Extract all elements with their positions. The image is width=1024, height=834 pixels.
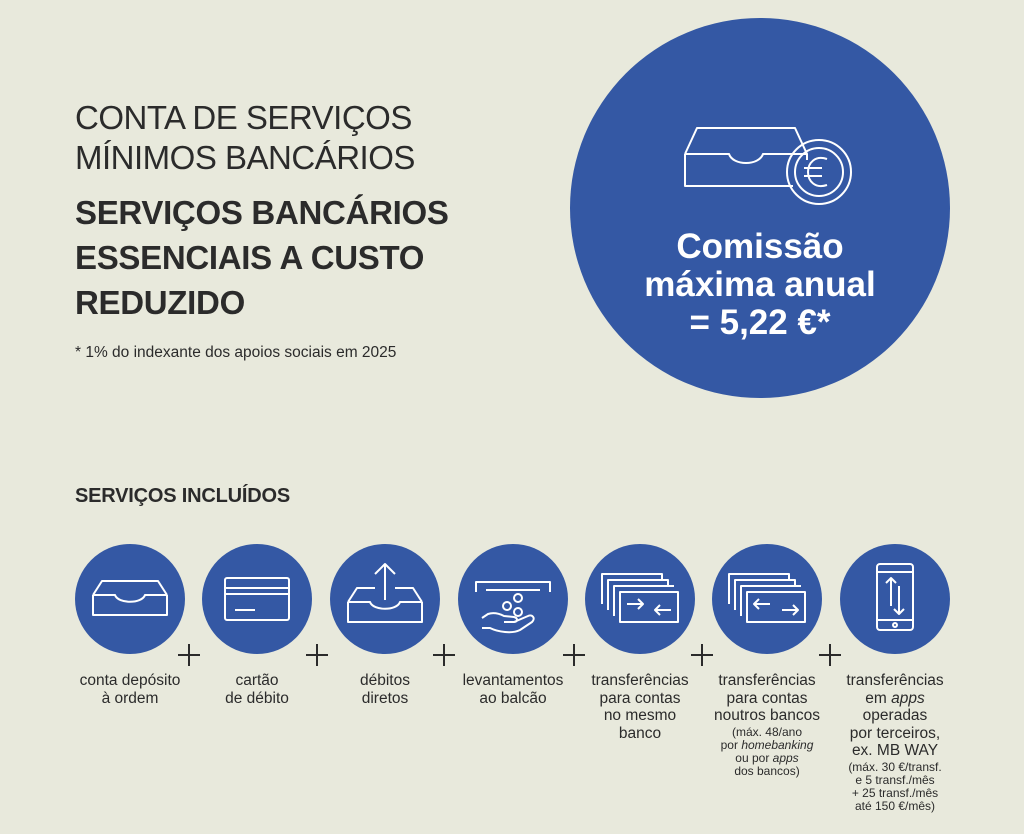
phone-transfer-icon: [876, 563, 914, 631]
note-line: ou por: [735, 750, 773, 765]
label-line: diretos: [361, 689, 409, 707]
fee-circle: Comissão máxima anual = 5,22 €*: [570, 18, 950, 398]
label-text: em: [865, 689, 892, 707]
inbox-tray-icon: [92, 580, 168, 616]
label-line: de débito: [225, 689, 289, 707]
plus-icon: [306, 644, 328, 666]
service-circle-app-transfers: [840, 544, 950, 654]
note-emphasis: apps: [772, 750, 799, 765]
label-line: no mesmo: [603, 707, 677, 724]
label-line: noutros bancos: [714, 707, 820, 724]
label-line: operadas: [862, 707, 928, 724]
note-line: por: [720, 737, 742, 752]
title-line: MÍNIMOS BANCÁRIOS: [75, 139, 415, 176]
label-line: à ordem: [101, 689, 159, 707]
plus-icon: [691, 644, 713, 666]
footnote: * 1% do indexante dos apoios sociais em …: [75, 344, 397, 361]
inbox-euro-icon: [684, 127, 852, 205]
note-line: e 5 transf./mês: [855, 772, 935, 787]
fee-line: máxima anual: [644, 265, 876, 304]
plus-icon: [433, 644, 455, 666]
label-emphasis: apps: [891, 689, 925, 707]
transfer-same-bank-icon: [601, 573, 679, 623]
service-circle-debit-card: [202, 544, 312, 654]
page-subtitle: SERVIÇOS BANCÁRIOS ESSENCIAIS A CUSTO RE…: [75, 190, 449, 325]
service-label-direct-debits: débitos diretos: [320, 672, 450, 707]
label-line: débitos: [360, 672, 410, 689]
service-note: (máx. 48/ano por homebanking ou por apps…: [702, 724, 832, 778]
service-label-other-bank-transfers: transferências para contas noutros banco…: [702, 672, 832, 778]
service-circle-deposit-account: [75, 544, 185, 654]
label-line: cartão: [235, 672, 279, 689]
tray-upload-icon: [347, 563, 423, 623]
service-label-debit-card: cartão de débito: [192, 672, 322, 707]
fee-line: Comissão: [676, 227, 844, 266]
service-circle-counter-withdrawals: [458, 544, 568, 654]
label-line: banco: [618, 724, 662, 742]
label-line: ao balcão: [479, 689, 547, 707]
card-icon: [224, 577, 290, 621]
max-fee-text: Comissão máxima anual = 5,22 €*: [570, 228, 950, 342]
service-label-app-transfers: transferências em apps operadas por terc…: [830, 672, 960, 813]
note-line: (máx. 30 €/transf.: [848, 759, 942, 774]
transfer-other-bank-icon: [728, 573, 806, 623]
label-line: conta depósito: [79, 672, 181, 689]
label-line: transferências: [718, 672, 816, 689]
plus-icon: [178, 644, 200, 666]
note-emphasis: homebanking: [741, 737, 814, 752]
service-circle-other-bank-transfers: [712, 544, 822, 654]
note-line: dos bancos): [734, 763, 800, 778]
page-title: CONTA DE SERVIÇOS MÍNIMOS BANCÁRIOS: [75, 98, 415, 178]
note-line: até 150 €/mês): [854, 798, 936, 813]
label-line: para contas: [726, 689, 808, 707]
title-line: CONTA DE SERVIÇOS: [75, 99, 412, 136]
service-label-deposit-account: conta depósito à ordem: [65, 672, 195, 707]
label-line: por terceiros,: [849, 724, 941, 742]
subtitle-line: SERVIÇOS BANCÁRIOS: [75, 194, 449, 231]
subtitle-line: REDUZIDO: [75, 284, 245, 321]
label-line: transferências: [591, 672, 689, 689]
label-line: levantamentos: [462, 672, 564, 689]
hand-coins-icon: [475, 581, 551, 634]
service-circle-same-bank-transfers: [585, 544, 695, 654]
label-line: para contas: [599, 689, 681, 707]
note-line: (máx. 48/ano: [731, 724, 803, 739]
subtitle-line: ESSENCIAIS A CUSTO: [75, 239, 425, 276]
plus-icon: [563, 644, 585, 666]
label-line: transferências: [846, 672, 944, 689]
note-line: + 25 transf./mês: [851, 785, 939, 800]
label-line: em apps: [830, 690, 960, 708]
label-line: ex. MB WAY: [851, 742, 939, 759]
service-circle-direct-debits: [330, 544, 440, 654]
section-title: SERVIÇOS INCLUÍDOS: [75, 485, 290, 507]
service-note: (máx. 30 €/transf. e 5 transf./mês + 25 …: [830, 759, 960, 813]
fee-value: = 5,22 €*: [689, 303, 831, 342]
plus-icon: [819, 644, 841, 666]
service-label-counter-withdrawals: levantamentos ao balcão: [448, 672, 578, 707]
service-label-same-bank-transfers: transferências para contas no mesmo banc…: [575, 672, 705, 742]
